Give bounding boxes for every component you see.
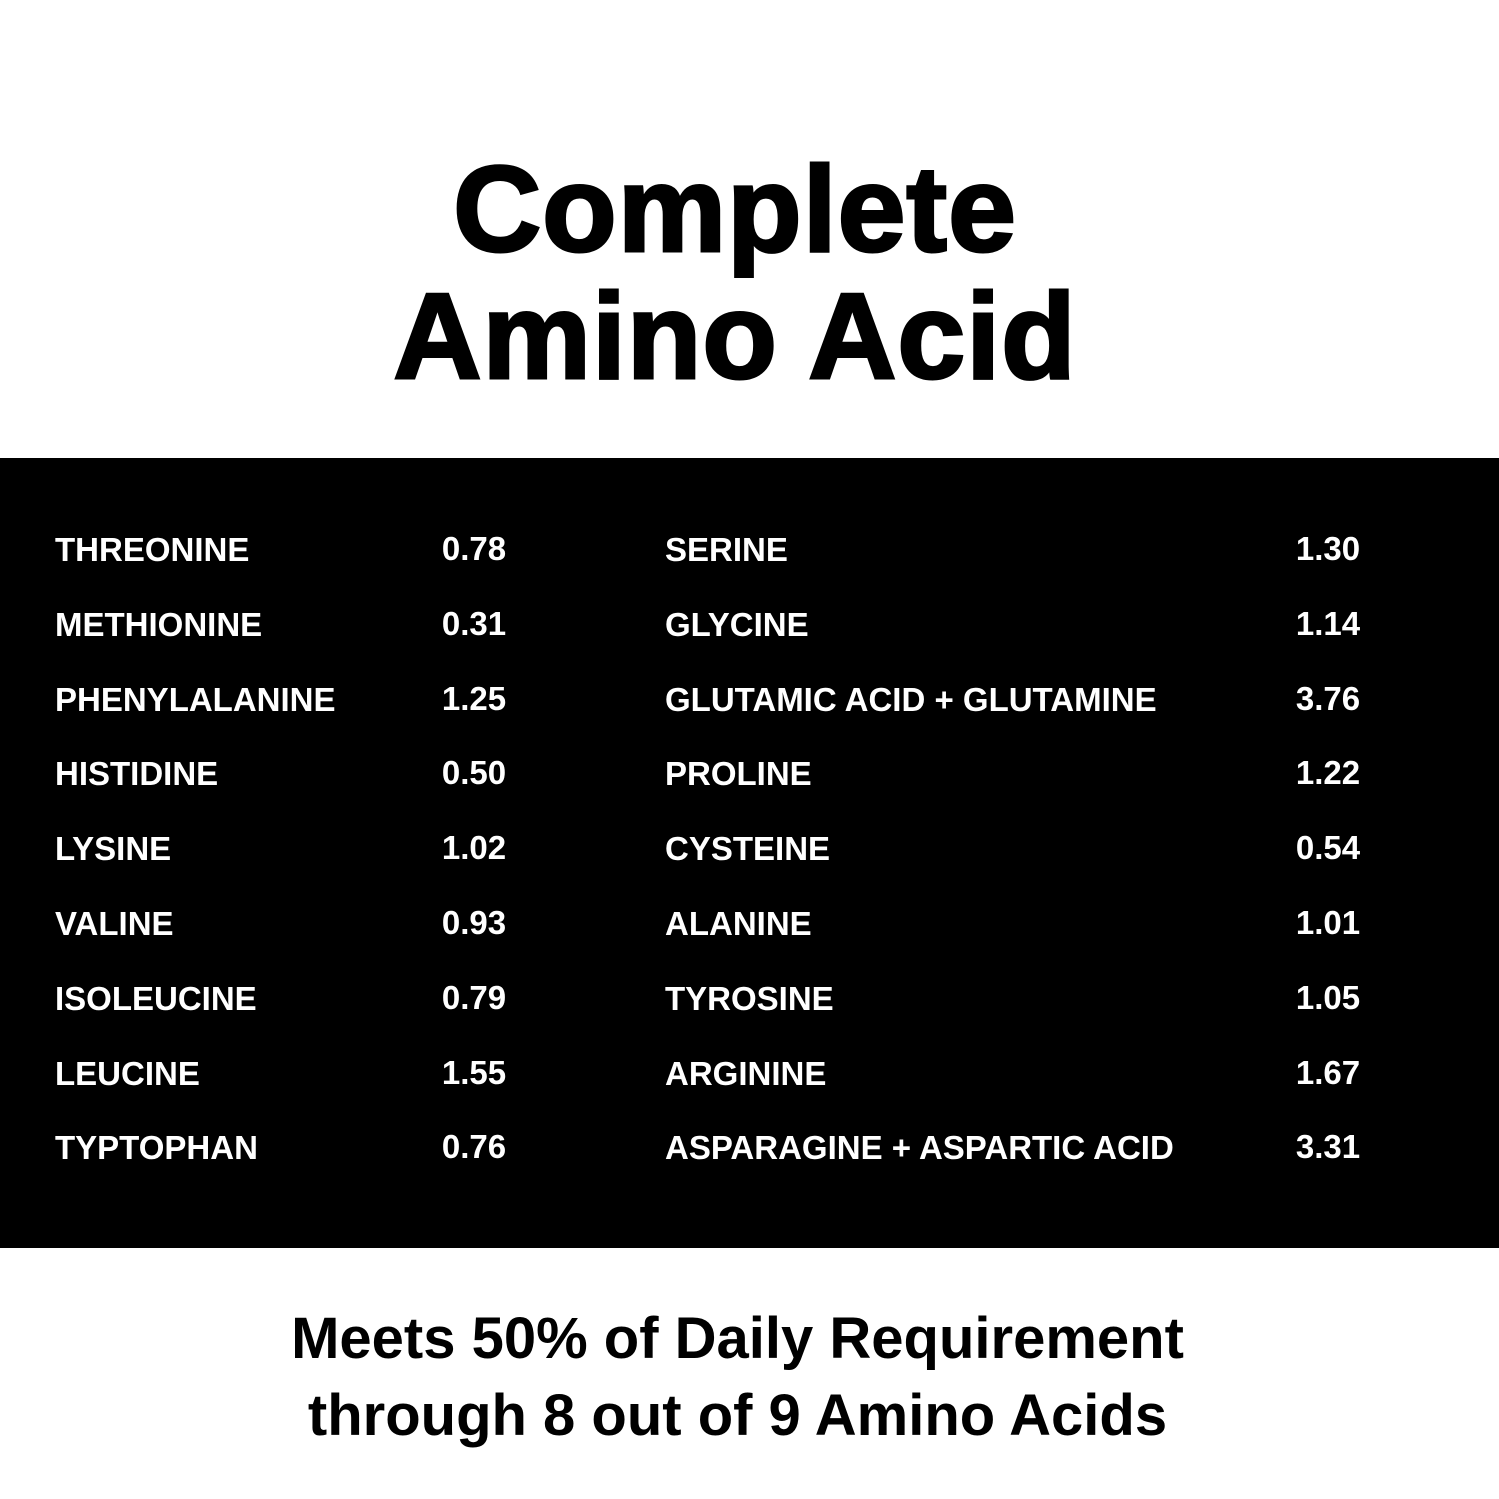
amino-acid-name: GLUTAMIC ACID + GLUTAMINE: [665, 680, 1157, 718]
footer-line-2: through 8 out of 9 Amino Acids: [307, 1383, 1168, 1448]
amino-acid-name: SERINE: [665, 531, 788, 568]
amino-acid-value: 3.31: [1295, 1128, 1361, 1166]
amino-acid-name: ISOLEUCINE: [55, 979, 257, 1017]
amino-acid-value: 1.02: [441, 829, 507, 867]
amino-acid-name: THREONINE: [55, 531, 250, 568]
amino-acid-name: ALANINE: [665, 905, 812, 942]
title-line-1: Complete: [452, 141, 1018, 277]
amino-acid-value: 0.76: [441, 1128, 507, 1166]
amino-acid-value: 0.50: [441, 754, 507, 792]
amino-acid-name: CYSTEINE: [665, 830, 831, 868]
amino-acid-value: 1.55: [441, 1053, 507, 1091]
amino-acid-name: LEUCINE: [55, 1054, 200, 1092]
amino-acid-name: HISTIDINE: [55, 755, 219, 793]
amino-acid-value: 0.54: [1295, 829, 1361, 867]
amino-acid-name: TYROSINE: [665, 979, 834, 1017]
amino-acid-table: [0, 458, 1499, 1248]
amino-acid-value: 1.14: [1295, 604, 1361, 642]
amino-acid-name: GLYCINE: [665, 605, 809, 643]
amino-acid-name: VALINE: [55, 905, 174, 942]
amino-acid-value: 0.93: [441, 904, 507, 941]
amino-acid-value: 0.79: [441, 978, 507, 1016]
title-line-2: Amino Acid: [392, 268, 1077, 404]
amino-acid-value: 0.78: [441, 530, 507, 567]
amino-acid-name: METHIONINE: [55, 605, 263, 643]
amino-acid-value: 1.25: [441, 679, 507, 717]
amino-acid-value: 1.05: [1295, 978, 1361, 1016]
footer-line-1: Meets 50% of Daily Requirement: [291, 1306, 1184, 1371]
amino-acid-value: 1.67: [1295, 1053, 1361, 1091]
amino-acid-name: LYSINE: [55, 830, 172, 868]
amino-acid-value: 3.76: [1295, 679, 1361, 717]
amino-acid-value: 1.30: [1295, 530, 1361, 567]
amino-acid-value: 0.31: [441, 604, 507, 642]
amino-acid-name: ARGININE: [665, 1054, 827, 1092]
amino-acid-name: TYPTOPHAN: [55, 1129, 258, 1167]
amino-acid-value: 1.01: [1295, 904, 1361, 941]
amino-acid-name: ASPARAGINE + ASPARTIC ACID: [665, 1129, 1174, 1167]
amino-acid-name: PROLINE: [665, 755, 812, 793]
amino-acid-value: 1.22: [1295, 754, 1361, 792]
amino-acid-name: PHENYLALANINE: [55, 680, 336, 718]
